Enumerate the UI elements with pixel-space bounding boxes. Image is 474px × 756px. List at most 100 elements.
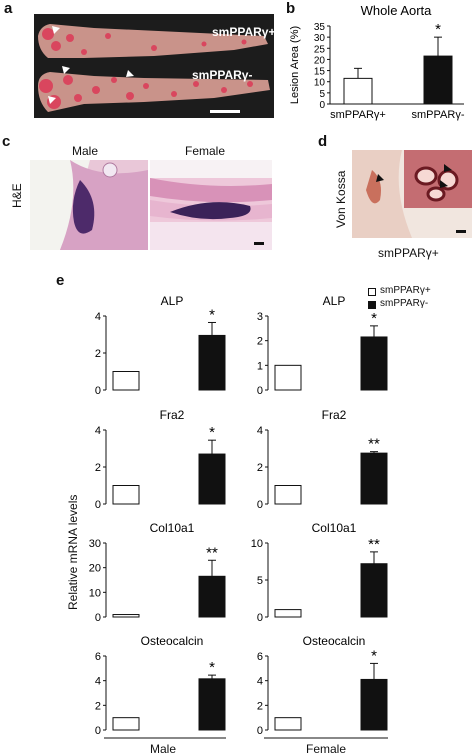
bar-0: [274, 364, 302, 391]
chart-male-col10a1: Col10a1 0 10 20 30 **: [89, 521, 226, 624]
y-tick-label: 5: [319, 89, 325, 100]
he-col-label-female: Female: [185, 144, 226, 158]
panel-label-c: c: [2, 133, 11, 150]
scale-bar: [210, 110, 240, 113]
y-tick-label: 0: [95, 725, 101, 737]
y-tick-label: 6: [257, 651, 263, 663]
y-tick-label: 0: [257, 725, 263, 737]
y-tick-label: 5: [257, 575, 263, 587]
y-tick-label: 4: [257, 425, 263, 437]
y-tick-label: 2: [257, 462, 263, 474]
chart-title: Col10a1: [312, 521, 357, 535]
aorta-photo: [34, 14, 274, 118]
aorta-photo-drawing: [38, 24, 270, 113]
vk-arrowhead-2: [444, 164, 452, 172]
y-tick-label: 0: [95, 385, 101, 397]
y-tick-label: 0: [257, 385, 263, 397]
bar-1: [198, 453, 226, 505]
y-tick-label: 4: [257, 676, 263, 688]
category-label-1: smPPARγ-: [412, 109, 465, 121]
he-scale-bar: [254, 242, 264, 245]
arrowhead-2: [62, 66, 70, 74]
panel-label-e: e: [56, 272, 65, 289]
y-tick-label: 0: [95, 499, 101, 511]
he-female-drawing: [150, 160, 272, 250]
bar-0: [343, 77, 373, 105]
bar-1: [360, 452, 388, 505]
y-tick-label: 2: [95, 462, 101, 474]
y-tick-label: 0: [257, 499, 263, 511]
arrowhead-1: [52, 26, 60, 34]
y-tick-label: 0: [95, 612, 101, 624]
chart-title: Osteocalcin: [303, 634, 366, 648]
y-tick-label: 30: [89, 538, 101, 550]
von-kossa-label: Von Kossa: [334, 170, 348, 228]
von-kossa-sample-label: smPPARγ+: [378, 246, 439, 260]
bar-1: [198, 678, 226, 731]
bar-0: [274, 717, 302, 731]
y-tick-label: 20: [314, 55, 326, 66]
y-tick-label: 4: [95, 425, 101, 437]
arrowhead-4: [48, 96, 56, 104]
bar-0: [112, 614, 140, 618]
y-tick-label: 35: [314, 22, 326, 33]
chart-title: Fra2: [160, 408, 185, 422]
bar-0: [274, 485, 302, 505]
bar-0: [112, 717, 140, 731]
y-tick-label: 20: [89, 563, 101, 575]
significance-1: *: [209, 306, 215, 323]
chart-female-alp: ALP 0 1 2 3 *: [257, 294, 388, 397]
sample-label-top: smPPARγ+: [212, 25, 276, 39]
significance-1: *: [435, 21, 441, 38]
significance-1: *: [209, 659, 215, 676]
he-male-drawing: [30, 160, 148, 250]
significance-1: *: [209, 424, 215, 441]
he-male-photo: [30, 160, 148, 250]
y-tick-label: 25: [314, 44, 326, 55]
vk-arrowhead-3: [440, 180, 448, 188]
chart-title: Whole Aorta: [361, 3, 433, 18]
y-tick-label: 2: [95, 348, 101, 360]
y-tick-label: 1: [257, 360, 263, 372]
chart-title: ALP: [161, 294, 184, 308]
legend-box-filled: [368, 301, 376, 309]
chart-male-fra2: Fra2 0 2 4 *: [95, 408, 226, 511]
y-tick-label: 0: [319, 100, 325, 111]
significance-1: **: [206, 544, 218, 561]
he-label: H&E: [10, 183, 24, 208]
chart-female-col10a1: Col10a1 0 5 10 **: [251, 521, 388, 624]
chart-title: Fra2: [322, 408, 347, 422]
chart-male-alp: ALP 0 2 4 *: [95, 294, 226, 397]
legend-box-open: [368, 288, 376, 296]
group-brackets: [104, 737, 388, 739]
group-label-female: Female: [306, 742, 347, 756]
y-tick-label: 15: [314, 67, 326, 78]
he-female-photo: [150, 160, 272, 250]
y-tick-label: 4: [95, 676, 101, 688]
group-label-male: Male: [150, 742, 177, 756]
y-tick-label: 2: [257, 700, 263, 712]
bar-1: [198, 575, 226, 618]
bar-1: [360, 678, 388, 731]
y-tick-label: 3: [257, 311, 263, 323]
bar-1: [423, 55, 453, 105]
y-tick-label: 30: [314, 33, 326, 44]
bar-1: [198, 334, 226, 391]
y-tick-label: 2: [95, 700, 101, 712]
significance-1: **: [368, 536, 380, 553]
legend-label-filled: smPPARγ-: [380, 298, 429, 309]
panel-label-d: d: [318, 133, 328, 150]
y-tick-label: 10: [89, 587, 101, 599]
chart-title: Osteocalcin: [141, 634, 204, 648]
category-label-0: smPPARγ+: [330, 109, 386, 121]
bar-0: [274, 609, 302, 618]
chart-female-fra2: Fra2 0 2 4 **: [257, 408, 388, 511]
von-kossa-drawing: [352, 150, 472, 238]
y-tick-label: 2: [257, 336, 263, 348]
y-tick-label: 10: [251, 538, 263, 550]
aorta-top: [38, 24, 268, 58]
bar-0: [112, 485, 140, 505]
chart-title: Col10a1: [150, 521, 195, 535]
bar-1: [360, 336, 388, 391]
sample-label-bottom: smPPARγ-: [192, 68, 253, 82]
